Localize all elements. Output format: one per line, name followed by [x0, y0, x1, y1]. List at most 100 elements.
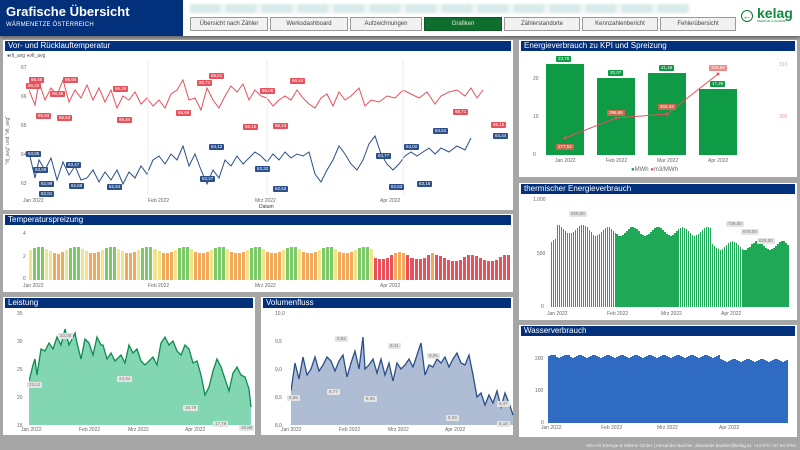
bar — [614, 357, 616, 423]
bar — [149, 247, 153, 280]
bar — [728, 361, 730, 423]
bar — [29, 250, 33, 280]
bar — [708, 355, 710, 423]
bar — [758, 359, 760, 423]
bar — [177, 247, 181, 280]
spread-bar-chart — [29, 234, 510, 280]
bar — [759, 242, 761, 307]
bar — [560, 226, 563, 307]
bar — [213, 247, 217, 280]
bar — [572, 232, 575, 307]
y-tick: 0 — [533, 152, 536, 158]
bar — [586, 357, 588, 423]
bar — [726, 361, 728, 423]
bar — [686, 357, 688, 423]
nav-button-1[interactable]: Werksdashboard — [270, 17, 348, 31]
nav-button-6[interactable]: Fehlerübersicht — [660, 17, 736, 31]
bar — [739, 247, 741, 307]
bar — [644, 235, 646, 307]
bar — [133, 252, 137, 280]
bar — [57, 253, 61, 280]
bar — [610, 355, 612, 423]
x-tick: Apr 2022 — [380, 283, 401, 289]
bar — [370, 249, 374, 280]
footer-contact: KELAG Energie & Wärme GmbH | Alexander B… — [586, 443, 797, 448]
x-tick: Jan 2022 — [541, 425, 562, 431]
bar — [650, 231, 652, 307]
bar — [165, 253, 169, 280]
bar — [470, 254, 474, 280]
bar — [650, 354, 652, 423]
bar — [717, 249, 720, 307]
x-tick: Feb 2022 — [339, 427, 361, 433]
bar — [700, 357, 702, 423]
panel-volumenfluss: Volumenfluss 10,0 9,5 9,0 8,5 8,0 8,65 8,… — [261, 297, 514, 435]
bar — [785, 242, 787, 307]
bar — [774, 358, 776, 423]
bar — [418, 259, 422, 280]
bar — [733, 241, 736, 307]
y-tick: 8,5 — [275, 395, 282, 401]
bar — [197, 253, 201, 280]
panel-water: Wasserverbrauch 200 100 0 Jan 2022 Feb 2… — [519, 325, 797, 437]
bar — [642, 235, 644, 307]
y-tick: 63 — [21, 181, 27, 187]
bar — [719, 249, 722, 307]
nav-button-5[interactable]: Kennzahlenbericht — [582, 17, 658, 31]
bar — [562, 228, 565, 307]
bar — [753, 242, 755, 307]
bar — [474, 255, 478, 280]
nav-button-0[interactable]: Übersicht nach Zähler — [190, 17, 268, 31]
nav-button-2[interactable]: Aufzeichnungen — [350, 17, 422, 31]
bar — [620, 235, 622, 307]
bar — [466, 255, 470, 280]
y2-tick: 300 — [779, 114, 788, 120]
bar — [711, 244, 714, 307]
thermal-bar-chart — [551, 199, 789, 307]
bar — [37, 246, 41, 280]
bar — [572, 357, 574, 423]
bar — [41, 247, 45, 280]
y-tick: 64 — [21, 152, 27, 158]
bar — [636, 354, 638, 423]
y-tick: 10 — [533, 114, 539, 120]
bar — [53, 253, 57, 280]
bar — [699, 232, 702, 307]
bar — [666, 234, 668, 307]
y-tick: 2 — [23, 254, 26, 260]
y-tick: 30 — [17, 339, 23, 345]
nav-button-3[interactable]: Grafiken — [424, 17, 502, 31]
bar — [716, 355, 718, 423]
bar — [290, 246, 294, 280]
bar — [478, 257, 482, 280]
bar — [738, 361, 740, 423]
bar — [784, 361, 786, 423]
bar — [486, 261, 490, 280]
bar — [81, 249, 85, 280]
bar — [616, 357, 618, 423]
bar — [695, 235, 698, 307]
bar — [169, 252, 173, 280]
back-arrow-icon[interactable]: ← — [741, 10, 753, 22]
bar — [73, 246, 77, 280]
bar — [217, 246, 221, 280]
bar-apr[interactable] — [699, 89, 737, 155]
x-tick: Feb 2022 — [148, 283, 170, 289]
bar — [741, 248, 743, 307]
y-tick: 67 — [21, 65, 27, 71]
bar — [586, 227, 589, 307]
bar — [554, 238, 557, 307]
bar — [658, 357, 660, 423]
bar — [362, 246, 366, 280]
bar — [566, 354, 568, 423]
bar — [654, 357, 656, 423]
bar — [209, 249, 213, 280]
bar — [598, 233, 601, 307]
nav-button-4[interactable]: Zählerstandorte — [504, 17, 580, 31]
bar-jan[interactable] — [546, 64, 584, 155]
bar — [482, 259, 486, 280]
bar — [462, 257, 466, 280]
bar — [642, 357, 644, 423]
panel-title: Volumenfluss — [263, 298, 511, 308]
bar — [654, 228, 656, 307]
